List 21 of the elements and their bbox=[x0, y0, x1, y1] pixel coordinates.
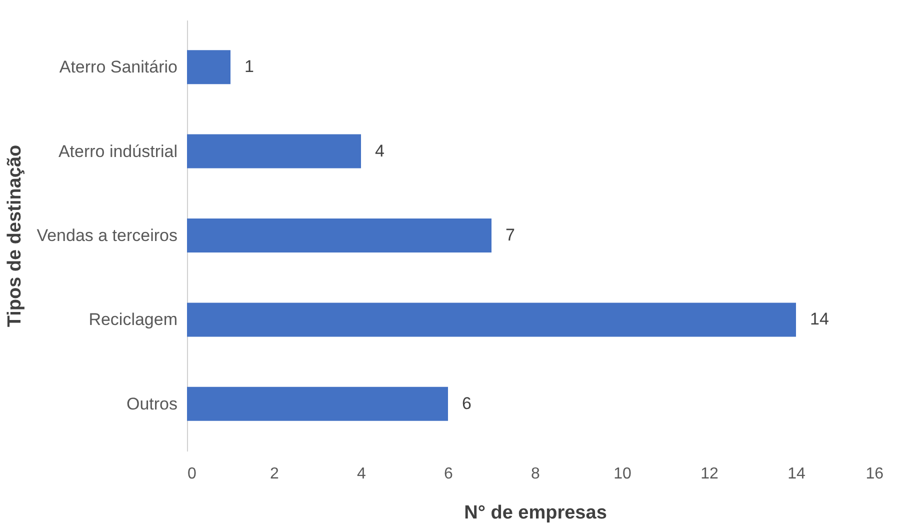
y-tick-label: Aterro indústrial bbox=[58, 142, 178, 161]
y-tick-label: Vendas a terceiros bbox=[36, 226, 178, 245]
data-label: 14 bbox=[810, 310, 829, 329]
x-tick-label: 4 bbox=[357, 466, 366, 482]
data-label: 6 bbox=[462, 394, 472, 413]
x-tick-label: 12 bbox=[700, 466, 718, 482]
data-label: 1 bbox=[244, 57, 254, 76]
x-tick-label: 2 bbox=[270, 466, 280, 482]
data-label: 7 bbox=[506, 226, 515, 244]
x-tick-label: 6 bbox=[444, 466, 454, 482]
x-tick-label: 10 bbox=[614, 466, 632, 482]
x-tick-label: 0 bbox=[188, 466, 196, 482]
x-tick-label: 14 bbox=[788, 466, 806, 482]
x-tick-label: 8 bbox=[531, 466, 540, 482]
y-tick-label: Outros bbox=[126, 394, 178, 414]
y-axis-title: Tipos de destinação bbox=[4, 144, 26, 328]
data-label: 4 bbox=[375, 141, 384, 160]
x-tick-label: 16 bbox=[866, 466, 884, 482]
y-tick-label: Aterro Sanitário bbox=[59, 58, 178, 77]
x-axis-title: N° de empresas bbox=[464, 502, 607, 524]
y-tick-label: Reciclagem bbox=[88, 310, 178, 330]
